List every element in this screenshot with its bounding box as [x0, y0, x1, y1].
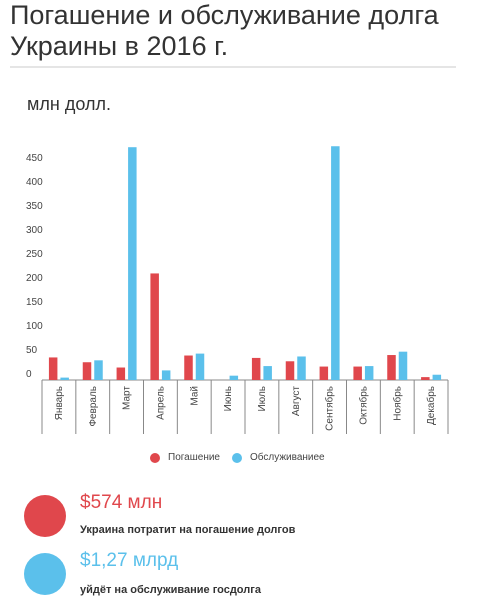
bar-repayment: [82, 362, 92, 380]
summary-repayment-value: $574 млн: [80, 492, 163, 513]
y-tick-label: 300: [26, 225, 43, 236]
bar-repayment: [251, 357, 261, 380]
summary-servicing-dot: [24, 553, 66, 595]
bar-chart: 0 50 100 150 200 250 300 350 400 450 Январь Февраль…: [26, 146, 449, 434]
bar-servicing: [263, 366, 272, 380]
y-tick-label: 200: [26, 273, 43, 284]
bar-servicing: [432, 374, 442, 380]
chart-legend: Погашение Обслуживаниее: [0, 452, 495, 468]
legend-label-servicing: Обслуживаниее: [250, 452, 325, 463]
summary-servicing-value: $1,27 млрд: [80, 550, 179, 571]
x-tick-label: Июнь: [223, 386, 234, 411]
x-tick-label: Сентябрь: [324, 386, 336, 431]
bar-repayment: [48, 357, 58, 380]
x-tick-label: Март: [122, 386, 133, 410]
bar-repayment: [387, 355, 396, 380]
bar-servicing: [331, 146, 340, 380]
bar-servicing: [60, 377, 69, 380]
bar-servicing: [161, 370, 171, 380]
summary-servicing-description: уйдёт на обслуживание госдолга: [80, 584, 261, 596]
bar-servicing: [94, 360, 103, 380]
y-tick-label: 400: [26, 177, 43, 188]
bar-repayment: [285, 361, 295, 380]
y-tick-label: 100: [26, 321, 43, 332]
x-tick-label: Ноябрь: [391, 386, 403, 421]
x-tick-label: Февраль: [88, 386, 99, 427]
bar-servicing: [128, 147, 137, 380]
bar-servicing: [364, 366, 374, 380]
bar-repayment: [421, 377, 430, 380]
x-tick-label: Июль: [257, 386, 268, 412]
bar-repayment: [319, 366, 329, 380]
legend-item-repayment: Погашение: [150, 452, 220, 463]
summary-repayment-dot: [24, 495, 66, 537]
x-tick-label: Январь: [54, 386, 65, 420]
bar-servicing: [195, 353, 205, 380]
y-tick-label: 0: [26, 369, 32, 380]
x-tick-label: Октябрь: [357, 386, 369, 425]
chart-title: Погашение и обслуживание долга Украины в…: [10, 0, 439, 61]
legend-swatch-repayment: [150, 452, 160, 463]
legend-swatch-servicing: [232, 452, 242, 463]
bar-repayment: [184, 355, 193, 380]
legend-label-repayment: Погашение: [168, 452, 220, 463]
unit-label: млн долл.: [27, 94, 111, 114]
x-tick-label: Декабрь: [425, 386, 437, 425]
bar-repayment: [116, 367, 126, 380]
x-tick-label: Май: [189, 386, 200, 406]
y-tick-label: 250: [26, 249, 43, 260]
legend-item-servicing: Обслуживаниее: [232, 452, 325, 463]
y-tick-label: 350: [26, 201, 43, 212]
y-tick-label: 450: [26, 153, 43, 164]
bar-servicing: [297, 356, 306, 380]
bar-repayment: [353, 366, 362, 380]
bar-repayment: [150, 273, 159, 380]
x-tick-label: Апрель: [155, 386, 166, 420]
summary-repayment-description: Украина потратит на погашение долгов: [80, 524, 296, 536]
bar-servicing: [398, 351, 408, 380]
y-tick-label: 150: [26, 297, 43, 308]
title-divider: [10, 66, 456, 68]
bar-servicing: [229, 375, 239, 380]
x-tick-label: Август: [291, 386, 302, 417]
y-tick-label: 50: [26, 345, 38, 356]
